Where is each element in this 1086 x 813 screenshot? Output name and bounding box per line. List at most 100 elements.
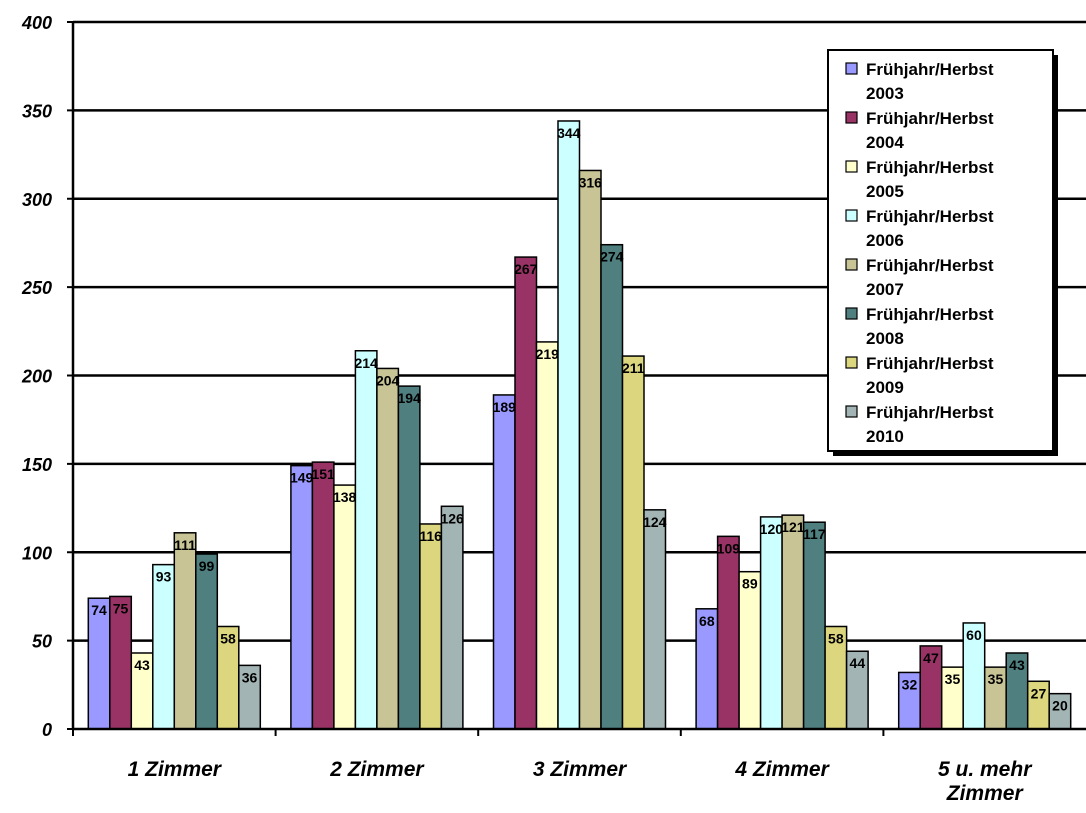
bar [440,505,464,730]
legend-entry-label: 2003 [866,84,904,103]
data-label: 124 [643,514,667,530]
legend-entry-label: Frühjahr/Herbst [866,158,994,177]
data-label: 20 [1052,698,1068,714]
data-label: 138 [333,489,357,505]
legend-swatch [845,62,858,75]
data-label: 120 [760,521,784,537]
bar [290,464,314,730]
data-label: 35 [988,671,1004,687]
data-label: 75 [113,600,129,616]
x-tick-label: 4 Zimmer [734,758,830,781]
data-label: 68 [699,613,715,629]
data-label: 43 [134,657,150,673]
data-label: 89 [742,576,758,592]
legend-entry-label: Frühjahr/Herbst [866,256,994,275]
bar [600,243,624,730]
x-tick-label: Zimmer [946,782,1025,805]
data-label: 121 [781,519,805,535]
y-tick-label: 0 [42,720,52,740]
legend-box [827,49,1054,452]
legend-swatch [845,258,858,271]
x-tick-label: 2 Zimmer [329,758,425,781]
legend-swatch [845,356,858,369]
bar [152,563,176,730]
bar [195,553,219,730]
data-label: 27 [1031,685,1047,701]
data-label: 74 [91,602,107,618]
bar [419,523,443,730]
data-label: 93 [156,569,172,585]
bar [173,532,197,730]
data-label: 36 [242,669,258,685]
data-label: 126 [440,510,464,526]
bar [311,461,335,730]
data-label: 151 [311,466,335,482]
legend-entry-label: 2005 [866,182,904,201]
data-label: 60 [966,627,982,643]
legend-entry-label: Frühjahr/Herbst [866,354,994,373]
data-label: 211 [622,360,645,376]
bar [578,169,602,730]
data-label: 204 [376,372,400,388]
bar [514,256,538,730]
legend-swatch [845,307,858,320]
bar [759,516,783,730]
y-tick-label: 50 [32,632,52,652]
bars [87,120,1072,730]
x-tick-label: 5 u. mehr [938,758,1033,781]
legend-entry-label: 2010 [866,427,904,446]
data-label: 117 [803,526,826,542]
data-label: 58 [220,630,236,646]
legend-entry-label: 2007 [866,280,904,299]
legend-swatch [845,160,858,173]
y-tick-label: 200 [21,367,52,387]
bar [738,570,762,730]
data-label: 267 [514,261,538,277]
data-label: 116 [419,528,442,544]
legend-entry-label: Frühjahr/Herbst [866,403,994,422]
data-label: 111 [174,537,196,553]
bar [716,535,740,730]
legend-entry-label: Frühjahr/Herbst [866,109,994,128]
data-label: 219 [536,346,560,362]
y-tick-label: 300 [22,190,52,210]
legend-entry-label: 2009 [866,378,904,397]
legend-swatch [845,405,858,418]
bar [621,355,645,730]
data-label: 149 [290,470,314,486]
data-label: 214 [354,355,378,371]
data-label: 32 [902,676,918,692]
legend-swatch [845,209,858,222]
y-tick-label: 250 [21,278,52,298]
data-label: 99 [199,558,215,574]
data-label: 109 [717,540,741,556]
bar [557,120,581,730]
data-label: 44 [850,655,866,671]
data-label: 35 [945,671,961,687]
bar [397,385,421,730]
legend-entry-label: 2004 [866,133,904,152]
y-tick-label: 100 [22,543,52,563]
x-tick-label: 3 Zimmer [533,758,628,781]
data-label: 58 [828,630,844,646]
bar [333,484,357,730]
data-label: 274 [600,249,624,265]
x-tick-label: 1 Zimmer [128,758,223,781]
bar [376,367,400,730]
data-label: 47 [923,650,939,666]
data-label: 344 [557,125,581,141]
legend: Frühjahr/Herbst 2003 Frühjahr/Herbst 2004 Fr… [827,49,1058,456]
data-label: 194 [397,390,421,406]
bar [535,341,559,730]
legend-entry-label: Frühjahr/Herbst [866,207,994,226]
bar [802,521,826,730]
axes: 0 50 100 150 200 250 300 350 400 1 Zimmer 2 Zimmer… [21,13,1086,805]
y-tick-label: 350 [22,101,52,121]
legend-swatch [845,111,858,124]
bar [643,509,667,730]
legend-entry-label: 2006 [866,231,904,250]
data-label: 189 [493,399,517,415]
data-label: 316 [579,174,603,190]
